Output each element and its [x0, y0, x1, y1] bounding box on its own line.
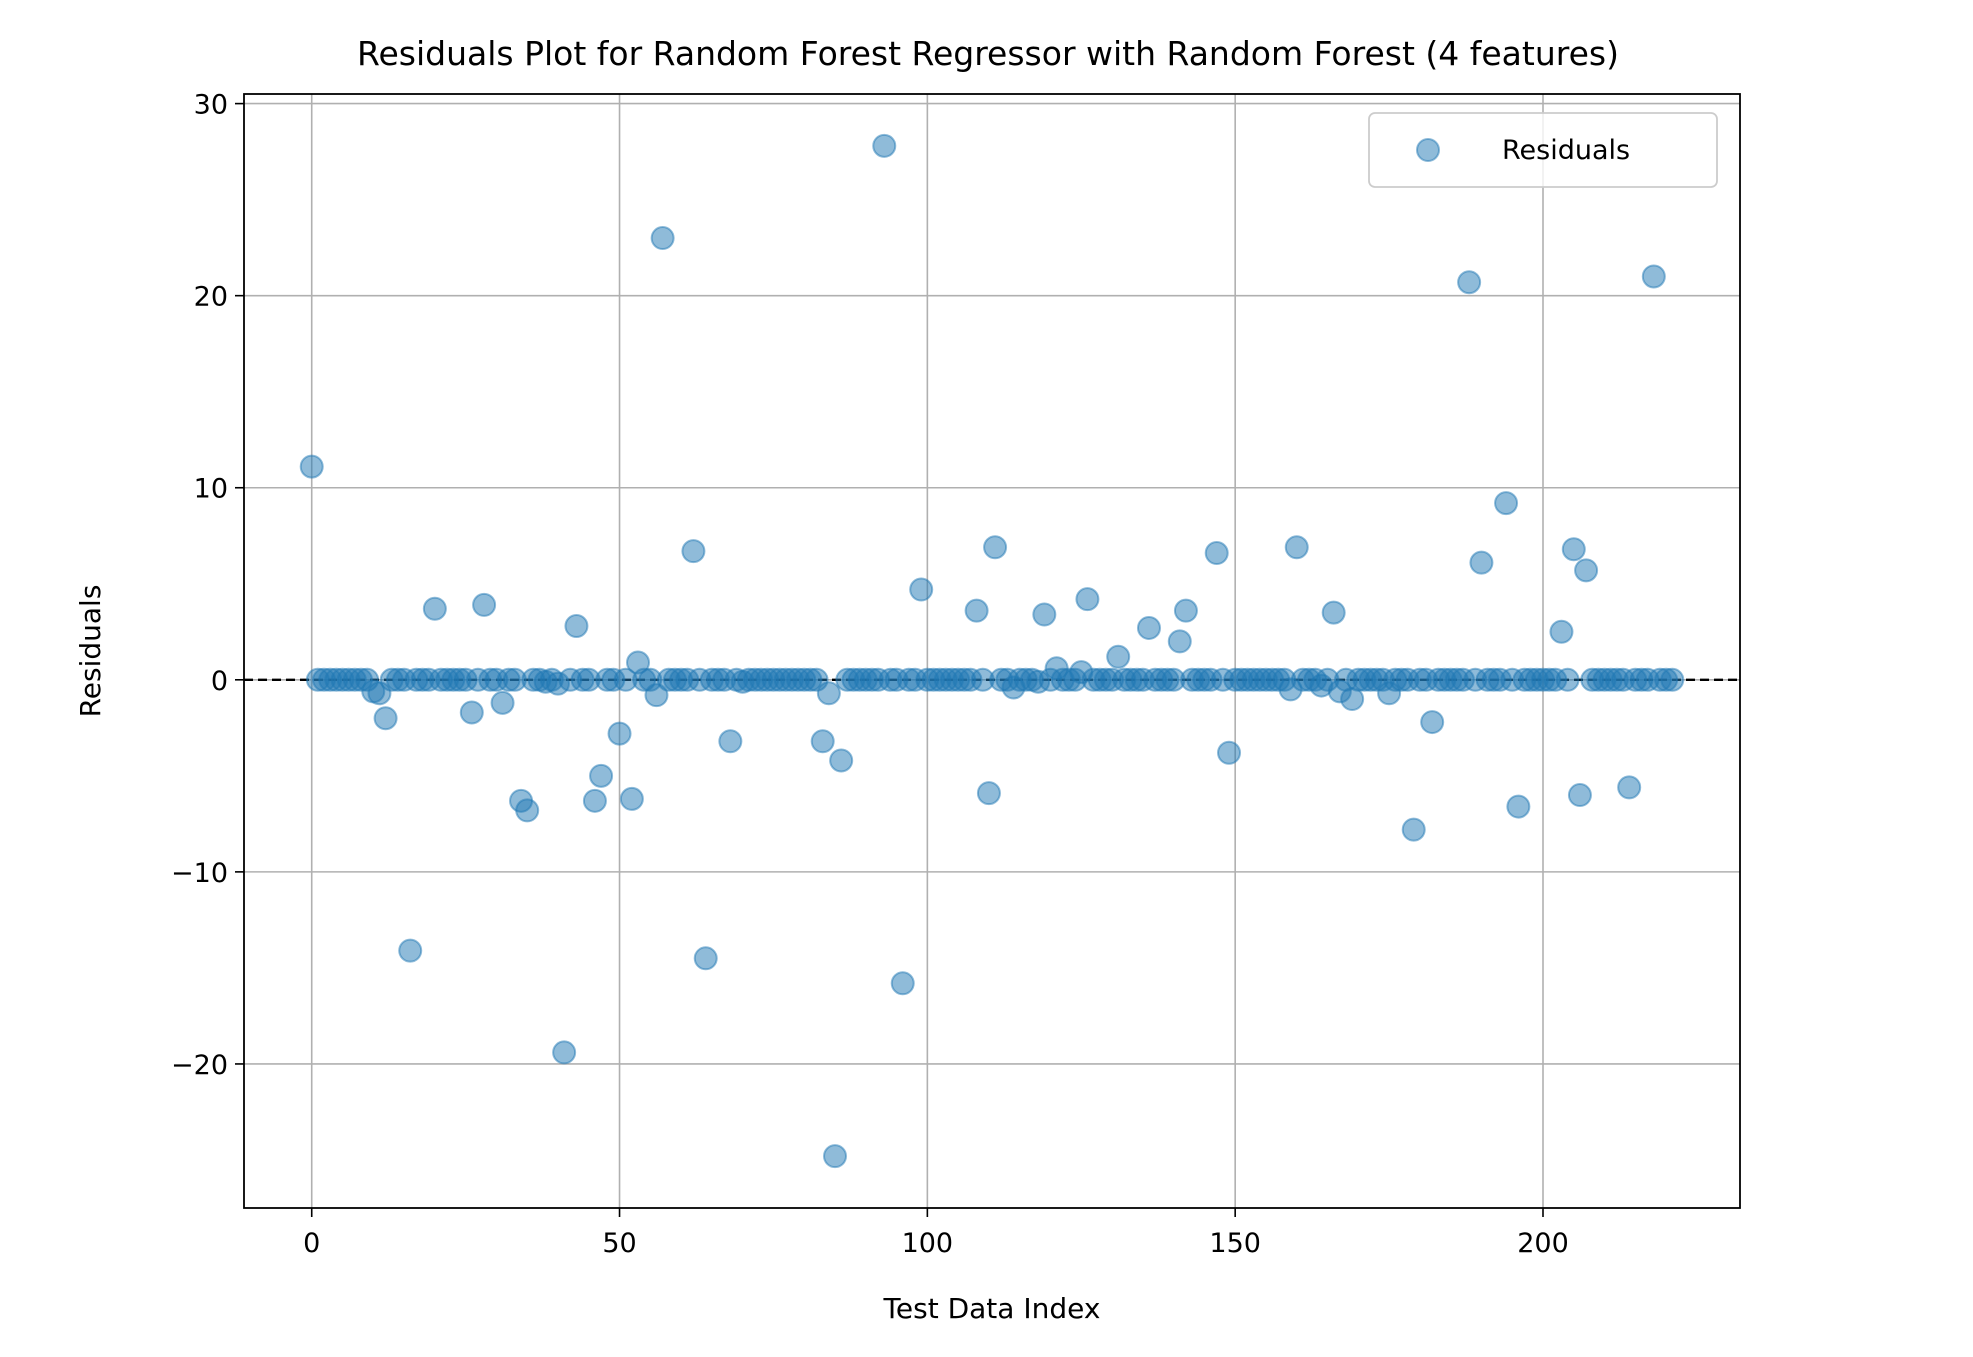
residual-point — [909, 577, 934, 602]
residual-point — [373, 706, 398, 731]
legend: Residuals — [1368, 112, 1718, 188]
residual-point — [1401, 817, 1426, 842]
residual-point — [1321, 600, 1346, 625]
residual-point — [619, 786, 644, 811]
residual-point — [718, 729, 743, 754]
residual-point — [1457, 270, 1482, 295]
residual-point — [459, 700, 484, 725]
x-tick-label: 150 — [1209, 1228, 1261, 1259]
residual-point — [650, 226, 675, 251]
residual-point — [1173, 598, 1198, 623]
residual-point — [1217, 740, 1242, 765]
residual-point — [1032, 602, 1057, 627]
y-tick-label: −10 — [171, 858, 228, 889]
y-tick-label: 10 — [194, 474, 228, 505]
residual-point — [1555, 667, 1580, 692]
residual-point — [582, 788, 607, 813]
residual-point — [976, 781, 1001, 806]
residual-point — [1167, 629, 1192, 654]
residual-point — [872, 133, 897, 158]
residual-point — [823, 1144, 848, 1169]
residual-point — [490, 690, 515, 715]
residual-point — [422, 596, 447, 621]
residual-point — [552, 1040, 577, 1065]
y-axis-ticks: −20 −10 0 10 20 30 — [171, 90, 244, 1081]
residual-point — [1660, 667, 1685, 692]
residual-point — [564, 614, 589, 639]
residual-point — [515, 798, 540, 823]
residual-point — [1284, 535, 1309, 560]
residual-point — [1567, 783, 1592, 808]
residual-point — [829, 748, 854, 773]
y-tick-label: 30 — [194, 90, 228, 121]
residual-point — [1106, 644, 1131, 669]
residual-point — [810, 729, 835, 754]
y-axis-label: Residuals — [74, 585, 107, 718]
plot-frame — [243, 93, 1741, 1209]
residual-point — [589, 763, 614, 788]
residual-point — [472, 592, 497, 617]
residual-point — [983, 535, 1008, 560]
residual-point — [816, 681, 841, 706]
residual-point — [1420, 710, 1445, 735]
residual-point — [1469, 550, 1494, 575]
residual-point — [1574, 558, 1599, 583]
residual-point — [1136, 615, 1161, 640]
y-tick-label: 0 — [211, 666, 228, 697]
residual-point — [693, 946, 718, 971]
residual-point — [1641, 264, 1666, 289]
residual-point — [1494, 491, 1519, 516]
y-tick-label: 20 — [194, 282, 228, 313]
residual-point — [1549, 619, 1574, 644]
legend-label-residuals: Residuals — [1502, 135, 1630, 166]
residual-point — [607, 721, 632, 746]
chart-title: Residuals Plot for Random Forest Regress… — [357, 34, 1619, 73]
legend-marker — [1416, 138, 1440, 162]
x-tick-label: 200 — [1517, 1228, 1569, 1259]
x-tick-label: 100 — [902, 1228, 954, 1259]
residual-point — [890, 971, 915, 996]
residual-point — [1204, 541, 1229, 566]
x-tick-label: 0 — [303, 1228, 320, 1259]
residual-point — [1506, 794, 1531, 819]
y-tick-label: −20 — [171, 1050, 228, 1081]
x-tick-label: 50 — [602, 1228, 636, 1259]
x-axis-label: Test Data Index — [883, 1292, 1101, 1325]
x-axis-ticks: 0 50 100 150 200 — [303, 1208, 1569, 1259]
residual-point — [964, 598, 989, 623]
residual-point — [681, 539, 706, 564]
residual-point — [1617, 775, 1642, 800]
legend-box — [1368, 112, 1718, 188]
residual-point — [299, 454, 324, 479]
residual-point — [398, 938, 423, 963]
residual-points — [299, 133, 1685, 1169]
residual-point — [1075, 587, 1100, 612]
residual-point — [1561, 537, 1586, 562]
